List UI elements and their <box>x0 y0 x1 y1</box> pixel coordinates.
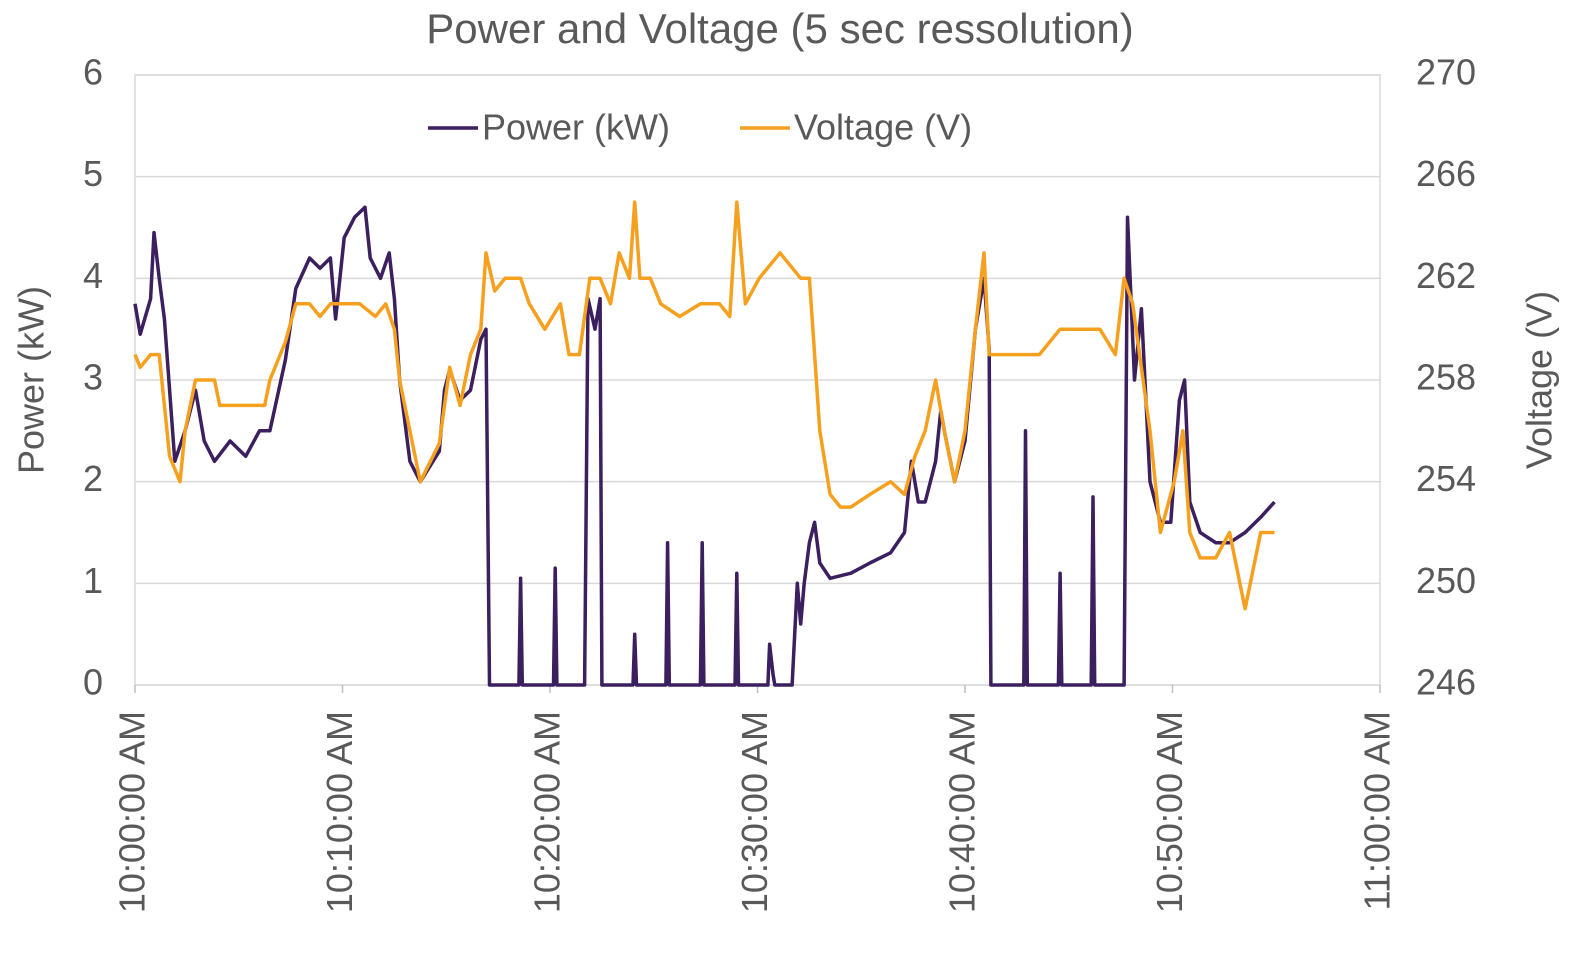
x-tick-label: 10:00:00 AM <box>112 711 153 913</box>
y-tick-label: 6 <box>83 52 103 93</box>
y-tick-label: 2 <box>83 458 103 499</box>
y-tick-label: 4 <box>83 255 103 296</box>
y2-tick-label: 246 <box>1416 662 1476 703</box>
x-tick-label: 10:20:00 AM <box>527 711 568 913</box>
x-tick-label: 10:10:00 AM <box>319 711 360 913</box>
x-tick-label: 10:50:00 AM <box>1149 711 1190 913</box>
y-tick-label: 0 <box>83 662 103 703</box>
y2-tick-label: 266 <box>1416 153 1476 194</box>
y2-tick-label: 270 <box>1416 52 1476 93</box>
y-tick-label: 5 <box>83 153 103 194</box>
x-tick-label: 10:30:00 AM <box>734 711 775 913</box>
y-tick-label: 1 <box>83 560 103 601</box>
y-tick-label: 3 <box>83 357 103 398</box>
x-tick-label: 11:00:00 AM <box>1357 711 1398 910</box>
y-axis-title: Power (kW) <box>11 286 52 474</box>
legend-label: Voltage (V) <box>794 107 972 148</box>
x-tick-label: 10:40:00 AM <box>942 711 983 913</box>
legend-label: Power (kW) <box>482 107 670 148</box>
y2-axis-title: Voltage (V) <box>1519 291 1560 469</box>
series-line <box>133 200 1275 611</box>
y2-tick-label: 250 <box>1416 560 1476 601</box>
y2-tick-label: 262 <box>1416 255 1476 296</box>
y2-tick-label: 254 <box>1416 458 1476 499</box>
y2-tick-label: 258 <box>1416 357 1476 398</box>
series-line <box>133 205 1276 687</box>
chart-title: Power and Voltage (5 sec ressolution) <box>426 5 1133 52</box>
